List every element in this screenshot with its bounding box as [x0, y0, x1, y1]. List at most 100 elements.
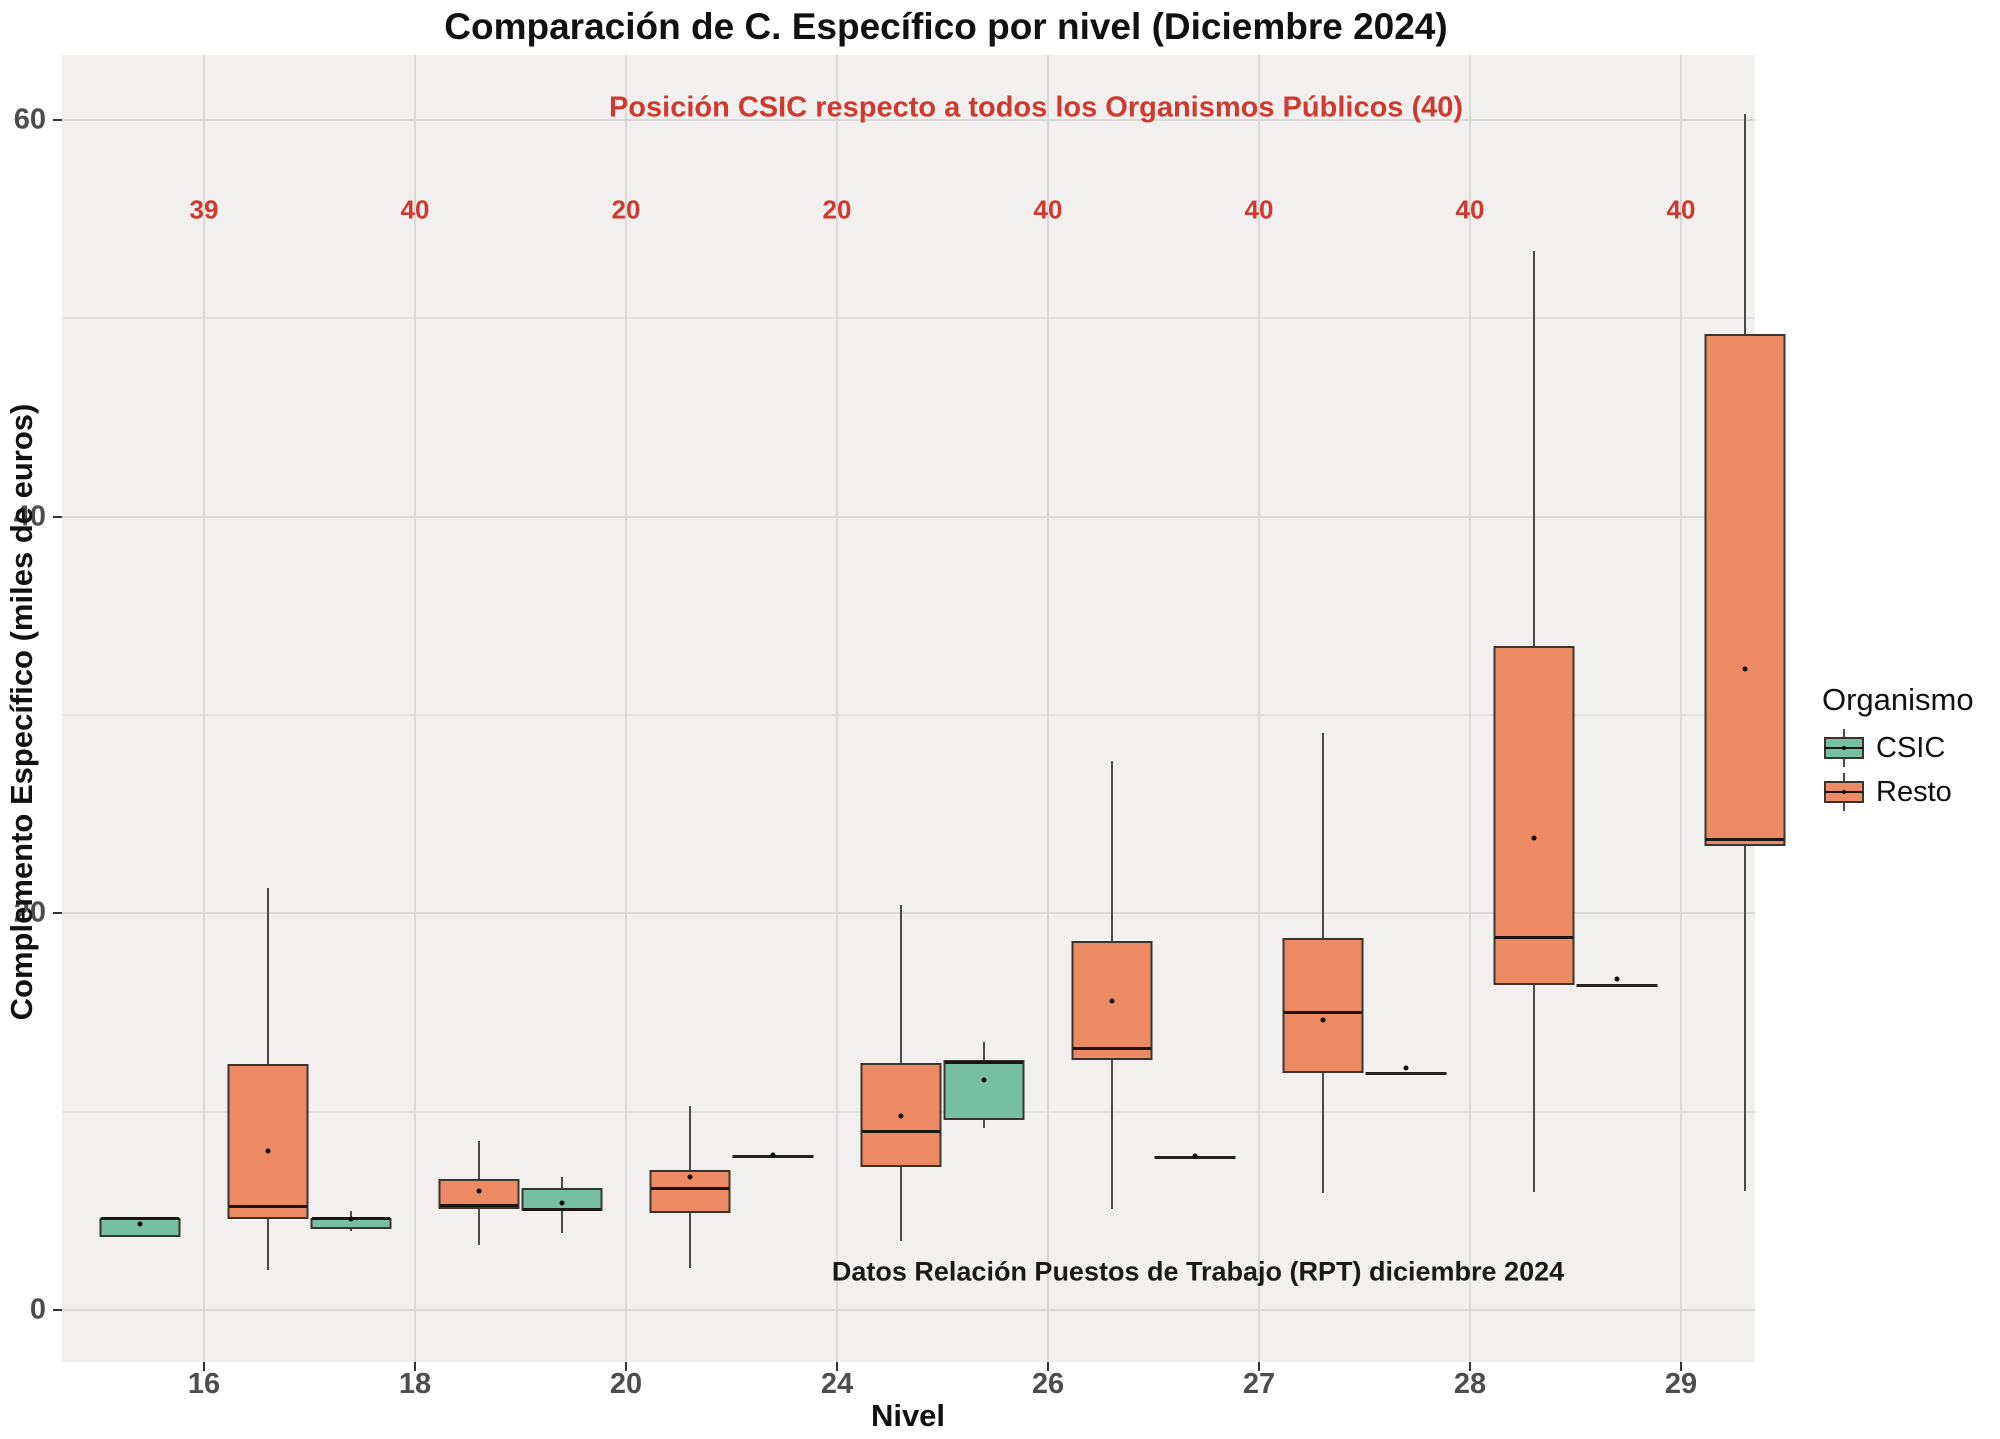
whisker-high-resto-26 — [1111, 760, 1113, 942]
median-resto-29 — [1706, 838, 1784, 842]
whisker-low-resto-18 — [478, 1208, 480, 1245]
x-tick-16 — [203, 1362, 205, 1371]
gridline-h-30 — [62, 714, 1755, 716]
whisker-high-resto-27 — [1322, 732, 1324, 939]
whisker-low-resto-28 — [1533, 984, 1535, 1192]
gridline-v-28 — [1469, 55, 1471, 1362]
box-resto-29 — [1704, 334, 1786, 846]
chart-title: Comparación de C. Específico por nivel (… — [444, 6, 1448, 47]
mean-dot-resto-29 — [1742, 666, 1748, 672]
whisker-high-resto-16 — [267, 887, 269, 1065]
x-tick-label-26: 26 — [1031, 1368, 1065, 1400]
whisker-high-resto-28 — [1533, 250, 1535, 646]
mean-dot-csic-20 — [559, 1200, 565, 1206]
x-tick-24 — [836, 1362, 838, 1371]
x-tick-label-24: 24 — [820, 1368, 854, 1400]
gridline-h-0 — [62, 1309, 1755, 1311]
y-tick-20 — [53, 912, 62, 915]
y-tick-label-0: 0 — [29, 1293, 46, 1326]
box-resto-28 — [1493, 645, 1575, 985]
legend-item-csic: CSIC — [1822, 728, 1974, 768]
mean-dot-csic-27 — [1192, 1153, 1198, 1159]
mean-dot-csic-18 — [348, 1216, 354, 1222]
box-resto-20 — [649, 1170, 731, 1213]
posicion-label-29: 40 — [1666, 194, 1696, 225]
x-tick-29 — [1680, 1362, 1682, 1371]
mean-dot-resto-26 — [1109, 998, 1115, 1004]
mean-dot-csic-26 — [981, 1077, 987, 1083]
box-resto-16 — [227, 1064, 309, 1219]
x-tick-label-27: 27 — [1242, 1368, 1276, 1400]
x-tick-label-20: 20 — [609, 1368, 643, 1400]
whisker-high-csic-18 — [350, 1210, 352, 1218]
whisker-low-resto-24 — [900, 1167, 902, 1241]
box-csic-26 — [943, 1060, 1025, 1120]
whisker-low-csic-20 — [561, 1210, 563, 1233]
legend-title: Organismo — [1822, 682, 1974, 717]
mean-dot-resto-20 — [687, 1174, 693, 1180]
whisker-high-resto-20 — [689, 1105, 691, 1171]
gridline-v-20 — [625, 55, 627, 1362]
median-resto-16 — [229, 1205, 307, 1209]
whisker-high-resto-18 — [478, 1141, 480, 1180]
legend-key-icon — [1822, 773, 1866, 811]
whisker-low-resto-16 — [267, 1218, 269, 1271]
x-tick-26 — [1047, 1362, 1049, 1371]
x-tick-label-16: 16 — [187, 1368, 221, 1400]
y-tick-40 — [53, 515, 62, 518]
mean-dot-resto-16 — [265, 1148, 271, 1154]
x-axis-title: Nivel — [870, 1398, 946, 1433]
median-csic-20 — [523, 1208, 601, 1212]
x-tick-27 — [1258, 1362, 1260, 1371]
whisker-high-csic-20 — [561, 1177, 563, 1189]
legend-label: CSIC — [1876, 731, 1946, 764]
gridline-h-40 — [62, 515, 1755, 518]
whisker-low-resto-29 — [1744, 845, 1746, 1191]
median-csic-26 — [945, 1060, 1023, 1064]
posicion-label-16: 39 — [189, 194, 219, 225]
y-tick-60 — [53, 119, 62, 121]
legend-label: Resto — [1876, 775, 1952, 808]
whisker-high-resto-29 — [1744, 114, 1746, 335]
mean-dot-resto-27 — [1320, 1017, 1326, 1023]
y-tick-label-20: 20 — [13, 896, 46, 929]
x-tick-18 — [414, 1362, 416, 1371]
mean-dot-csic-24 — [770, 1152, 776, 1158]
whisker-low-resto-26 — [1111, 1060, 1113, 1209]
posicion-label-28: 40 — [1455, 194, 1485, 225]
gridline-v-26 — [1047, 55, 1049, 1362]
posicion-label-20: 20 — [611, 194, 641, 225]
mean-dot-csic-29 — [1614, 976, 1620, 982]
y-tick-label-40: 40 — [13, 500, 46, 533]
median-resto-24 — [862, 1130, 940, 1133]
box-resto-18 — [438, 1179, 520, 1209]
legend-key-icon — [1822, 729, 1866, 767]
gridline-v-27 — [1258, 55, 1260, 1362]
mean-dot-csic-28 — [1403, 1065, 1409, 1071]
gridline-h-50 — [62, 317, 1755, 320]
whisker-low-csic-18 — [350, 1228, 352, 1231]
whisker-low-csic-26 — [983, 1119, 985, 1128]
gridline-h-20 — [62, 912, 1755, 915]
x-tick-label-28: 28 — [1453, 1368, 1487, 1400]
posicion-label-27: 40 — [1244, 194, 1274, 225]
median-resto-28 — [1495, 935, 1573, 939]
y-axis-title: Complemento Específico (miles de euros) — [4, 403, 39, 1021]
gridline-v-16 — [203, 55, 205, 1362]
gridline-v-18 — [414, 55, 416, 1362]
posicion-label-18: 40 — [400, 194, 430, 225]
posicion-label-26: 40 — [1033, 194, 1063, 225]
median-resto-26 — [1073, 1046, 1151, 1050]
x-tick-label-18: 18 — [398, 1368, 432, 1400]
median-resto-20 — [651, 1186, 729, 1190]
posicion-label-24: 20 — [822, 194, 852, 225]
gridline-h-60 — [62, 119, 1755, 121]
box-csic-29 — [1576, 984, 1658, 988]
x-tick-28 — [1469, 1362, 1471, 1371]
x-tick-label-29: 29 — [1664, 1368, 1698, 1400]
y-tick-0 — [53, 1309, 62, 1311]
legend-item-resto: Resto — [1822, 772, 1974, 812]
mean-dot-csic-16 — [137, 1221, 143, 1227]
whisker-high-resto-24 — [900, 905, 902, 1064]
